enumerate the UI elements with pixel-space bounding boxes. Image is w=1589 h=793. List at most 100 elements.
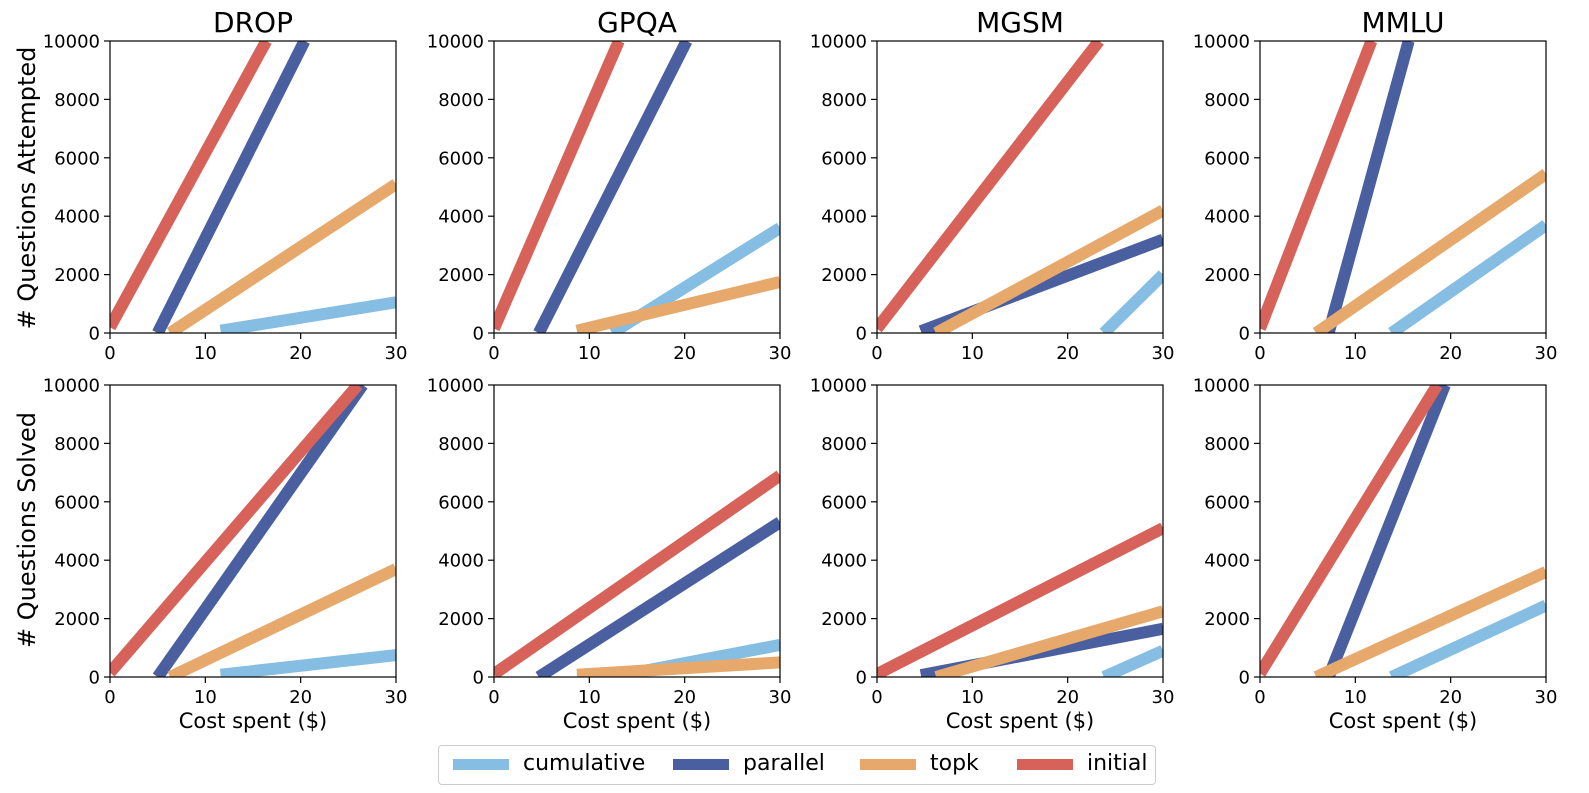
y-tick-label-6000-mgsm-attempted: 6000 — [821, 148, 867, 169]
x-tick-label-30-drop-attempted: 30 — [385, 343, 408, 364]
y-tick-label-6000-mmlu-attempted: 6000 — [1204, 148, 1250, 169]
x-tick-label-20-mgsm-solved: 20 — [1056, 687, 1079, 708]
x-tick-label-10-mmlu-solved: 10 — [1344, 687, 1367, 708]
axes-frame-gpqa-attempted — [493, 40, 781, 334]
x-tick-label-0-drop-attempted: 0 — [104, 343, 115, 364]
series-group-gpqa-solved — [494, 470, 780, 677]
series-line-parallel-gpqa-attempted — [533, 41, 692, 333]
y-tick-label-8000-mmlu-solved: 8000 — [1204, 434, 1250, 455]
legend-label-parallel: parallel — [743, 751, 825, 776]
x-tick-label-0-gpqa-attempted: 0 — [488, 343, 499, 364]
x-tick-label-0-mmlu-solved: 0 — [1254, 687, 1265, 708]
series-group-drop-solved — [110, 385, 396, 677]
axes-frame-mmlu-solved — [1259, 384, 1547, 678]
series-line-topk-mgsm-attempted — [933, 205, 1163, 333]
panel-mmlu-attempted: 0 10 20 30 0 2000 4000 6000 8000 10000 MMLU — [1193, 6, 1558, 364]
row-ylabel-attempted: # Questions Attempted — [13, 47, 41, 330]
y-tick-label-10000-drop-solved: 10000 — [43, 376, 100, 397]
y-tick-label-4000-mgsm-solved: 4000 — [821, 551, 867, 572]
y-tick-label-2000-drop-solved: 2000 — [54, 609, 100, 630]
y-tick-label-4000-mmlu-solved: 4000 — [1204, 551, 1250, 572]
y-tick-label-2000-mgsm-attempted: 2000 — [821, 265, 867, 286]
y-tick-label-4000-mgsm-attempted: 4000 — [821, 207, 867, 228]
panel-mgsm-attempted: 0 10 20 30 0 2000 4000 6000 8000 10000 MGSM — [810, 6, 1175, 364]
y-tick-label-2000-mmlu-solved: 2000 — [1204, 609, 1250, 630]
x-tick-label-20-gpqa-attempted: 20 — [673, 343, 696, 364]
x-tick-label-10-drop-solved: 10 — [194, 687, 217, 708]
series-group-mmlu-attempted — [1260, 41, 1546, 333]
x-tick-label-20-mmlu-solved: 20 — [1439, 687, 1462, 708]
series-line-topk-mmlu-attempted — [1312, 168, 1546, 333]
x-tick-label-20-drop-solved: 20 — [289, 687, 312, 708]
y-tick-label-10000-drop-attempted: 10000 — [43, 32, 100, 53]
x-tick-label-30-mgsm-attempted: 30 — [1152, 343, 1175, 364]
legend-label-cumulative: cumulative — [523, 751, 646, 776]
legend: cumulative parallel topk initial — [438, 745, 1156, 785]
panel-title-gpqa: GPQA — [597, 6, 677, 39]
y-tick-label-8000-drop-attempted: 8000 — [54, 90, 100, 111]
series-line-topk-drop-solved — [167, 563, 396, 677]
series-line-topk-mgsm-solved — [934, 605, 1163, 677]
series-line-topk-drop-attempted — [166, 179, 396, 333]
series-line-initial-gpqa-attempted — [494, 41, 625, 331]
legend-swatch-topk — [860, 759, 916, 770]
y-tick-label-6000-mgsm-solved: 6000 — [821, 492, 867, 513]
panel-title-mgsm: MGSM — [976, 6, 1064, 39]
series-line-initial-gpqa-solved — [494, 470, 780, 677]
x-tick-label-10-gpqa-attempted: 10 — [578, 343, 601, 364]
series-line-cumulative-mmlu-attempted — [1388, 220, 1546, 333]
x-tick-label-30-gpqa-attempted: 30 — [769, 343, 792, 364]
legend-label-topk: topk — [930, 751, 979, 776]
y-tick-label-8000-drop-solved: 8000 — [54, 434, 100, 455]
series-line-parallel-drop-solved — [152, 385, 368, 677]
panel-gpqa-attempted: 0 10 20 30 0 2000 4000 6000 8000 10000 GPQA — [427, 6, 792, 364]
x-tick-label-30-mgsm-solved: 30 — [1152, 687, 1175, 708]
x-axis-label-drop: Cost spent ($) — [179, 709, 328, 733]
y-tick-label-10000-mgsm-attempted: 10000 — [810, 32, 867, 53]
y-tick-label-10000-mmlu-solved: 10000 — [1193, 376, 1250, 397]
x-tick-label-30-mmlu-solved: 30 — [1535, 687, 1558, 708]
y-tick-label-0-drop-attempted: 0 — [89, 324, 100, 345]
legend-swatch-cumulative — [453, 759, 509, 770]
series-line-initial-mmlu-attempted — [1260, 41, 1378, 331]
y-tick-label-4000-drop-attempted: 4000 — [54, 207, 100, 228]
series-line-topk-gpqa-solved — [576, 656, 780, 677]
legend-swatch-parallel — [673, 759, 729, 770]
panel-title-drop: DROP — [213, 6, 293, 39]
y-tick-label-0-mmlu-solved: 0 — [1239, 668, 1250, 689]
x-axis-label-mmlu: Cost spent ($) — [1329, 709, 1478, 733]
y-tick-label-6000-mmlu-solved: 6000 — [1204, 492, 1250, 513]
axes-frame-mgsm-solved — [876, 384, 1164, 678]
x-tick-label-0-mgsm-solved: 0 — [871, 687, 882, 708]
series-group-gpqa-attempted — [494, 41, 780, 333]
y-tick-label-8000-gpqa-attempted: 8000 — [438, 90, 484, 111]
axes-frame-gpqa-solved — [493, 384, 781, 678]
row-ylabel-solved: # Questions Solved — [13, 412, 41, 648]
legend-label-initial: initial — [1087, 751, 1148, 776]
y-tick-label-2000-mmlu-attempted: 2000 — [1204, 265, 1250, 286]
series-line-initial-drop-solved — [110, 385, 363, 677]
series-line-parallel-drop-attempted — [152, 41, 310, 333]
x-tick-label-20-mgsm-attempted: 20 — [1056, 343, 1079, 364]
x-tick-label-10-mmlu-attempted: 10 — [1344, 343, 1367, 364]
y-tick-label-0-gpqa-attempted: 0 — [473, 324, 484, 345]
y-tick-label-0-gpqa-solved: 0 — [473, 668, 484, 689]
x-tick-label-20-drop-attempted: 20 — [289, 343, 312, 364]
y-tick-label-4000-drop-solved: 4000 — [54, 551, 100, 572]
y-tick-label-0-mgsm-solved: 0 — [856, 668, 867, 689]
y-tick-label-8000-gpqa-solved: 8000 — [438, 434, 484, 455]
series-group-mgsm-attempted — [877, 41, 1163, 333]
panel-drop-solved: 0 10 20 30 0 2000 4000 6000 8000 10000 Cost spent … — [43, 376, 408, 734]
y-tick-label-2000-mgsm-solved: 2000 — [821, 609, 867, 630]
x-tick-label-30-mmlu-attempted: 30 — [1535, 343, 1558, 364]
y-tick-label-4000-gpqa-solved: 4000 — [438, 551, 484, 572]
x-axis-label-gpqa: Cost spent ($) — [563, 709, 712, 733]
series-line-parallel-gpqa-solved — [535, 517, 780, 677]
y-tick-label-10000-gpqa-attempted: 10000 — [427, 32, 484, 53]
x-tick-label-30-gpqa-solved: 30 — [769, 687, 792, 708]
y-tick-label-10000-mgsm-solved: 10000 — [810, 376, 867, 397]
axes-frame-mgsm-attempted — [876, 40, 1164, 334]
y-tick-label-6000-drop-solved: 6000 — [54, 492, 100, 513]
series-group-mmlu-solved — [1260, 385, 1546, 677]
series-line-parallel-mmlu-attempted — [1322, 41, 1415, 333]
